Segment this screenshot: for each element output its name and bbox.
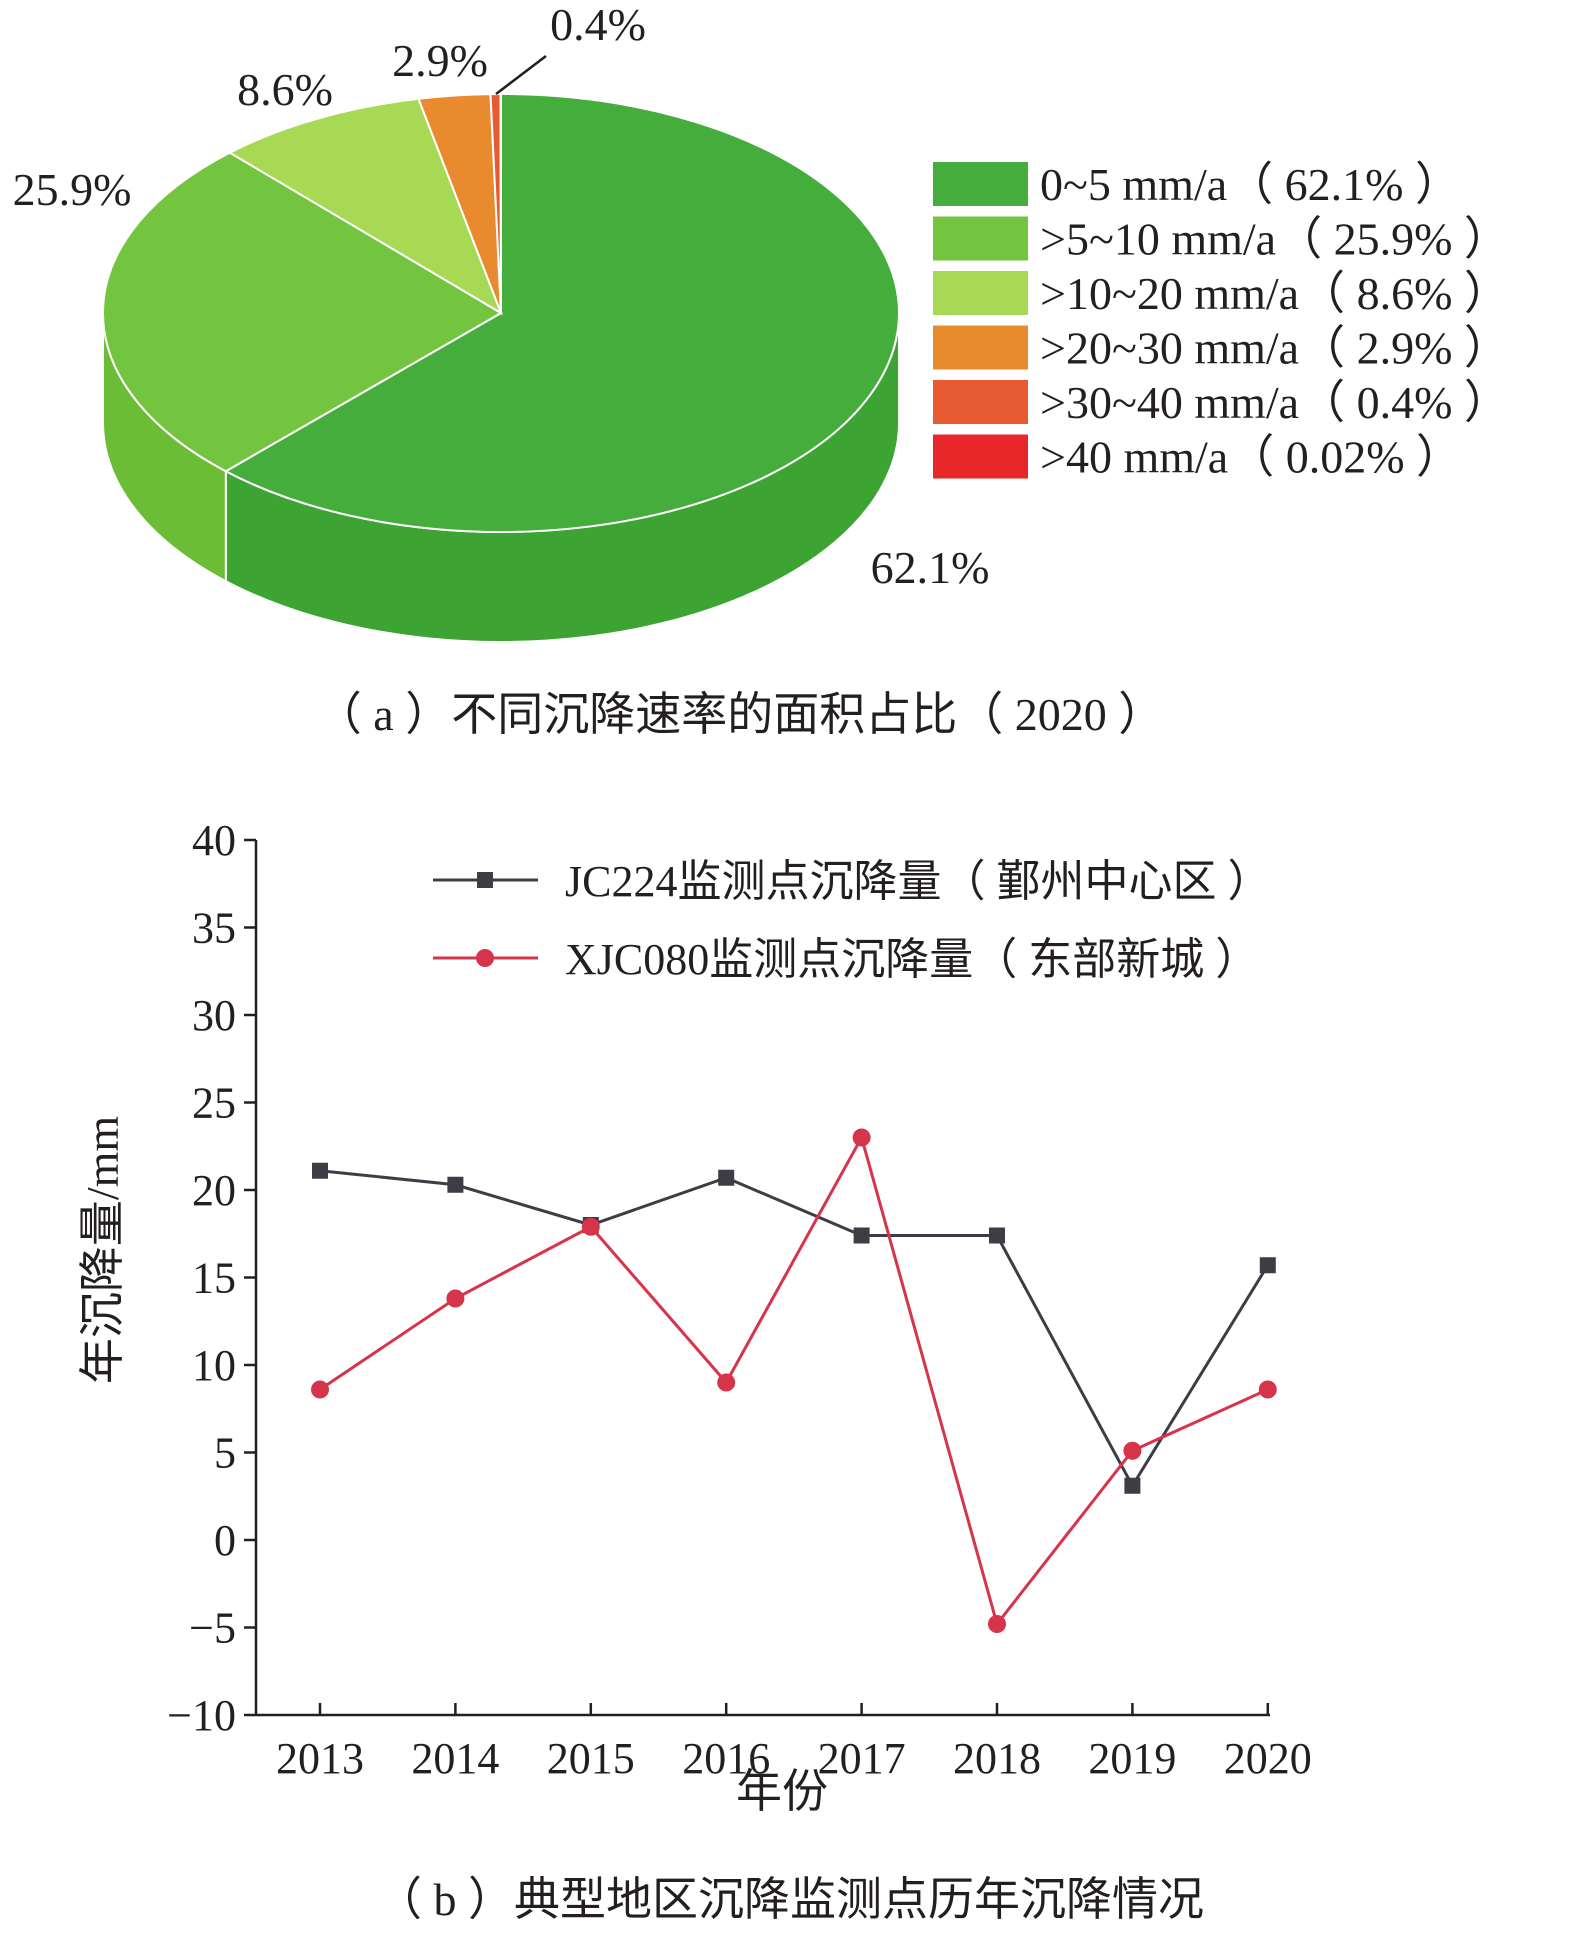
legend-item: XJC080监测点沉降量（ 东部新城 ） <box>433 935 1259 984</box>
pie-slice-1 <box>102 151 503 473</box>
data-point <box>1124 1477 1141 1494</box>
pie-data-label: 0.4% <box>550 0 646 50</box>
legend-item: >40 mm/a（ 0.02% ） <box>933 432 1462 483</box>
legend-label: >5~10 mm/a（ 25.9% ） <box>1040 214 1510 265</box>
pie-chart-figure: 62.1% 25.9% 8.6% 2.9% 0.4% 0~5 mm/a（ 62.1% ）… <box>13 0 1510 740</box>
legend-label: >20~30 mm/a（ 2.9% ） <box>1040 323 1510 374</box>
legend-label: XJC080监测点沉降量（ 东部新城 ） <box>565 935 1259 984</box>
x-axis-title: 年份 <box>736 1766 828 1817</box>
y-tick-label: 40 <box>192 816 236 865</box>
y-tick-label: −10 <box>167 1691 236 1740</box>
legend-swatch <box>933 434 1028 479</box>
data-point <box>853 1227 870 1244</box>
data-point <box>988 1615 1006 1633</box>
pie-data-label: 25.9% <box>13 164 132 215</box>
pie-data-labels: 62.1% 25.9% 8.6% 2.9% 0.4% <box>13 0 990 593</box>
x-tick-label: 2019 <box>1088 1734 1176 1783</box>
y-axis-title: 年沉降量/mm <box>77 1116 128 1385</box>
x-tick-label: 2018 <box>953 1734 1041 1783</box>
y-tick-label: 30 <box>192 991 236 1040</box>
legend-swatch <box>933 162 1028 206</box>
data-point <box>1259 1257 1276 1274</box>
legend-label: >40 mm/a（ 0.02% ） <box>1040 432 1462 483</box>
x-tick-label: 2015 <box>547 1734 635 1783</box>
y-tick-label: 35 <box>192 904 236 953</box>
legend-label: >10~20 mm/a（ 8.6% ） <box>1040 268 1510 319</box>
legend-swatch <box>933 271 1028 315</box>
data-point <box>852 1128 871 1147</box>
data-point <box>1258 1380 1277 1399</box>
legend-item: >30~40 mm/a（ 0.4% ） <box>933 377 1510 428</box>
data-point <box>717 1373 736 1392</box>
x-tick-label: 2016 <box>682 1734 770 1783</box>
x-tick-label: 2014 <box>411 1734 499 1783</box>
pie-leader-line <box>495 55 547 95</box>
legend-item: >5~10 mm/a（ 25.9% ） <box>933 214 1510 265</box>
x-tick-label: 2017 <box>818 1734 906 1783</box>
line-chart-legend: JC224监测点沉降量（ 鄞州中心区 ） XJC080监测点沉降量（ 东部新城 ） <box>433 857 1271 984</box>
pie-data-label: 62.1% <box>871 542 990 593</box>
y-tick-label: 10 <box>192 1341 236 1390</box>
data-point <box>447 1176 464 1193</box>
data-point <box>1123 1441 1142 1460</box>
pie-slice-2 <box>227 97 503 316</box>
pie-caption: （ a ）不同沉降速率的面积占比（ 2020 ） <box>316 689 1164 740</box>
series-line <box>319 1133 1269 1628</box>
legend-item: >10~20 mm/a（ 8.6% ） <box>933 268 1510 319</box>
legend-swatch <box>933 325 1028 370</box>
legend-marker <box>476 949 494 967</box>
pie-chart <box>102 92 900 643</box>
x-tick-label: 2013 <box>276 1734 364 1783</box>
legend-label: >30~40 mm/a（ 0.4% ） <box>1040 377 1510 428</box>
y-tick-label: 0 <box>214 1516 236 1565</box>
pie-legend: 0~5 mm/a（ 62.1% ）>5~10 mm/a（ 25.9% ）>10~… <box>933 159 1510 483</box>
legend-item: >20~30 mm/a（ 2.9% ） <box>933 323 1510 374</box>
pie-slice-0 <box>223 92 900 533</box>
data-point <box>311 1380 329 1399</box>
legend-swatch <box>933 216 1028 261</box>
y-tick-label: 25 <box>192 1079 236 1128</box>
data-point <box>989 1227 1005 1244</box>
data-point <box>312 1162 328 1179</box>
legend-item: 0~5 mm/a（ 62.1% ） <box>933 159 1461 210</box>
legend-item: JC224监测点沉降量（ 鄞州中心区 ） <box>433 857 1271 906</box>
y-tick-label: 5 <box>214 1429 236 1478</box>
y-tick-label: −5 <box>189 1604 236 1653</box>
y-tick-label: 15 <box>192 1254 236 1303</box>
x-tick-label: 2020 <box>1224 1734 1312 1783</box>
legend-label: JC224监测点沉降量（ 鄞州中心区 ） <box>565 857 1271 906</box>
series-1 <box>311 1128 1277 1633</box>
line-caption: （ b ）典型地区沉降监测点历年沉降情况 <box>376 1874 1204 1925</box>
pie-data-label: 2.9% <box>392 35 488 86</box>
pie-data-label: 8.6% <box>237 64 333 115</box>
y-tick-label: 20 <box>192 1166 236 1215</box>
data-point <box>446 1289 465 1308</box>
pie-slice-5 <box>499 92 502 314</box>
legend-swatch <box>933 380 1028 424</box>
line-chart-series <box>311 1128 1277 1633</box>
series-line <box>319 1169 1270 1489</box>
data-point <box>581 1217 600 1236</box>
legend-marker <box>477 872 493 888</box>
legend-label: 0~5 mm/a（ 62.1% ） <box>1040 159 1461 210</box>
data-point <box>718 1169 735 1186</box>
